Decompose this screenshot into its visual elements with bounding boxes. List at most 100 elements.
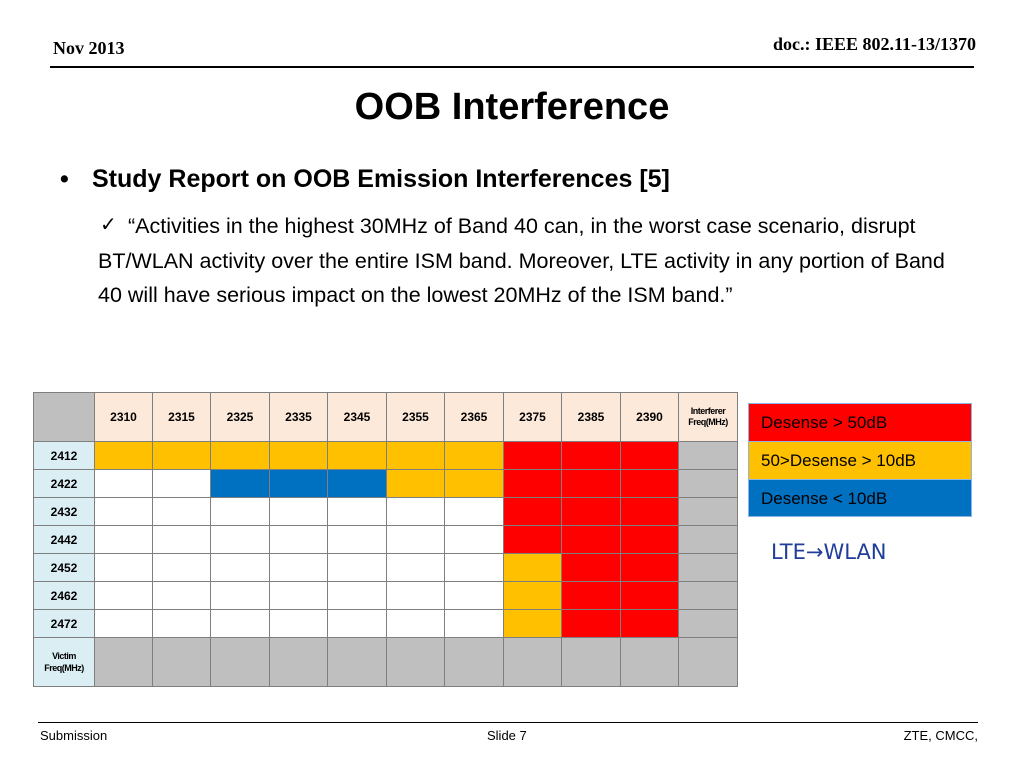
interference-cell [444,469,504,498]
interference-cell [444,441,504,470]
table-row: 2422 [33,469,738,498]
row-header: 2412 [33,441,95,470]
interference-cell [678,553,738,582]
column-header: 2365 [444,392,504,442]
bullet-text: Study Report on OOB Emission Interferenc… [92,165,670,193]
victim-freq-label: Victim [52,651,76,661]
interference-cell [503,525,562,554]
row-header: 2432 [33,497,95,526]
column-header: 2355 [386,392,445,442]
interference-cell [386,609,445,638]
interference-cell [503,609,562,638]
interference-cell [210,609,270,638]
table-row: 2472 [33,609,738,638]
header-date: Nov 2013 [53,38,125,58]
interference-cell [210,469,270,498]
blank-cell [327,637,387,687]
victim-freq-header: Victim Freq(MHz) [33,637,95,687]
bullet-icon: • [60,165,69,193]
column-header: 2310 [94,392,153,442]
blank-cell [678,637,738,687]
blank-cell [444,637,504,687]
footer-submission: Submission [40,728,108,743]
table-row: 2442 [33,525,738,554]
quote-text: “Activities in the highest 30MHz of Band… [98,214,945,307]
header-divider [50,66,974,68]
interference-cell [386,525,445,554]
row-header: 2422 [33,469,95,498]
table-corner-cell [33,392,95,442]
interference-cell [269,553,328,582]
interference-cell [94,525,153,554]
interference-cell [94,553,153,582]
interference-cell [561,497,621,526]
blank-cell [94,637,153,687]
interference-cell [620,469,679,498]
header-doc-number: doc.: IEEE 802.11-13/1370 [772,34,976,54]
bullet-item: • Study Report on OOB Emission Interfere… [60,165,670,194]
interference-cell [327,581,387,610]
interference-cell [94,497,153,526]
interference-table: 2310 2315 2325 2335 2345 2355 2365 2375 2385 2390… [33,392,738,687]
row-header: 2462 [33,581,95,610]
interference-cell [327,525,387,554]
interference-cell [327,553,387,582]
interference-cell [386,441,445,470]
interference-cell [269,497,328,526]
interference-cell [678,441,738,470]
legend: Desense > 50dB 50>Desense > 10dB Desense <… [748,403,972,517]
interference-cell [94,441,153,470]
legend-entry: 50>Desense > 10dB [748,441,972,479]
interference-cell [152,525,211,554]
interference-cell [620,497,679,526]
table-row: 2462 [33,581,738,610]
interference-cell [269,581,328,610]
interference-cell [678,609,738,638]
interference-cell [620,609,679,638]
interference-cell [386,553,445,582]
table-row: 2452 [33,553,738,582]
interference-cell [210,525,270,554]
column-header: 2375 [503,392,562,442]
interference-cell [327,497,387,526]
interference-cell [269,525,328,554]
interferer-freq-label: Interferer [690,406,726,416]
interferer-freq-label: Freq(MHz) [688,417,728,427]
interference-cell [210,441,270,470]
blank-cell [210,637,270,687]
interference-cell [444,497,504,526]
interference-cell [503,497,562,526]
column-header: 2325 [210,392,270,442]
interference-cell [561,553,621,582]
interference-cell [561,609,621,638]
interference-cell [94,469,153,498]
blank-cell [152,637,211,687]
interference-cell [269,609,328,638]
interference-cell [620,581,679,610]
direction-label: LTE→WLAN [771,540,887,564]
interference-cell [152,441,211,470]
interference-cell [678,497,738,526]
interference-cell [444,553,504,582]
footer-authors: ZTE, CMCC, [903,728,978,743]
blank-cell [561,637,621,687]
interference-cell [210,497,270,526]
interference-cell [678,525,738,554]
interference-cell [503,581,562,610]
interference-cell [444,609,504,638]
interference-cell [327,441,387,470]
interference-cell [94,609,153,638]
interference-cell [386,497,445,526]
interference-cell [269,441,328,470]
checkmark-icon: ✓ [100,212,117,236]
interference-cell [152,497,211,526]
interference-cell [561,581,621,610]
interferer-freq-header: Interferer Freq(MHz) [678,392,738,442]
column-header: 2385 [561,392,621,442]
blank-cell [503,637,562,687]
table-row: 2432 [33,497,738,526]
blank-cell [620,637,679,687]
interference-cell [503,469,562,498]
interference-cell [152,469,211,498]
interference-cell [444,525,504,554]
